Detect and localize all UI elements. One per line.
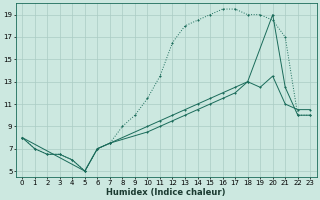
X-axis label: Humidex (Indice chaleur): Humidex (Indice chaleur) xyxy=(107,188,226,197)
